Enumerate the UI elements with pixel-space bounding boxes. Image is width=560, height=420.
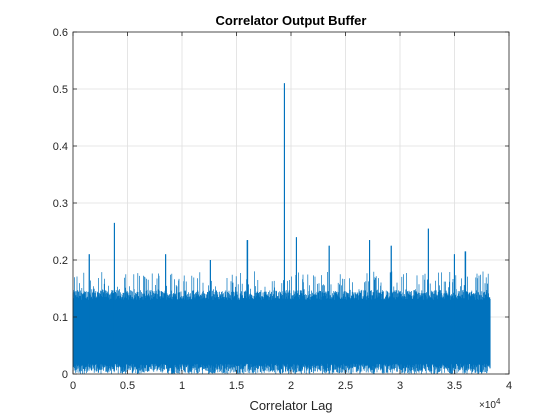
y-tick-label: 0	[62, 369, 68, 381]
x-tick-label: 3.5	[447, 380, 462, 392]
y-tick-label: 0.5	[53, 84, 68, 96]
y-tick-label: 0.4	[53, 141, 68, 153]
series-layer	[72, 83, 491, 374]
x-tick-label: 0	[70, 380, 76, 392]
x-tick-label: 0.5	[120, 380, 135, 392]
x-tick-label: 2	[288, 380, 294, 392]
x-tick-labels: 0 0.5 1 1.5 2 2.5 3 3.5 4	[70, 380, 512, 392]
x-exponent-base: ×10	[479, 400, 496, 411]
x-axis-title: Correlator Lag	[249, 398, 332, 413]
y-tick-label: 0.1	[53, 312, 68, 324]
y-tick-label: 0.2	[53, 255, 68, 267]
ticks	[72, 31, 510, 375]
y-tick-label: 0.6	[53, 27, 68, 39]
y-tick-label: 0.3	[53, 198, 68, 210]
x-tick-label: 1.5	[229, 380, 244, 392]
y-tick-labels: 0 0.1 0.2 0.3 0.4 0.5 0.6	[53, 27, 68, 381]
x-tick-label: 1	[179, 380, 185, 392]
x-tick-label: 2.5	[338, 380, 353, 392]
chart-title: Correlator Output Buffer	[216, 13, 367, 28]
x-exponent-label: ×104	[479, 397, 501, 411]
x-exponent-power: 4	[496, 397, 501, 406]
x-tick-label: 4	[506, 380, 512, 392]
x-tick-label: 3	[397, 380, 403, 392]
